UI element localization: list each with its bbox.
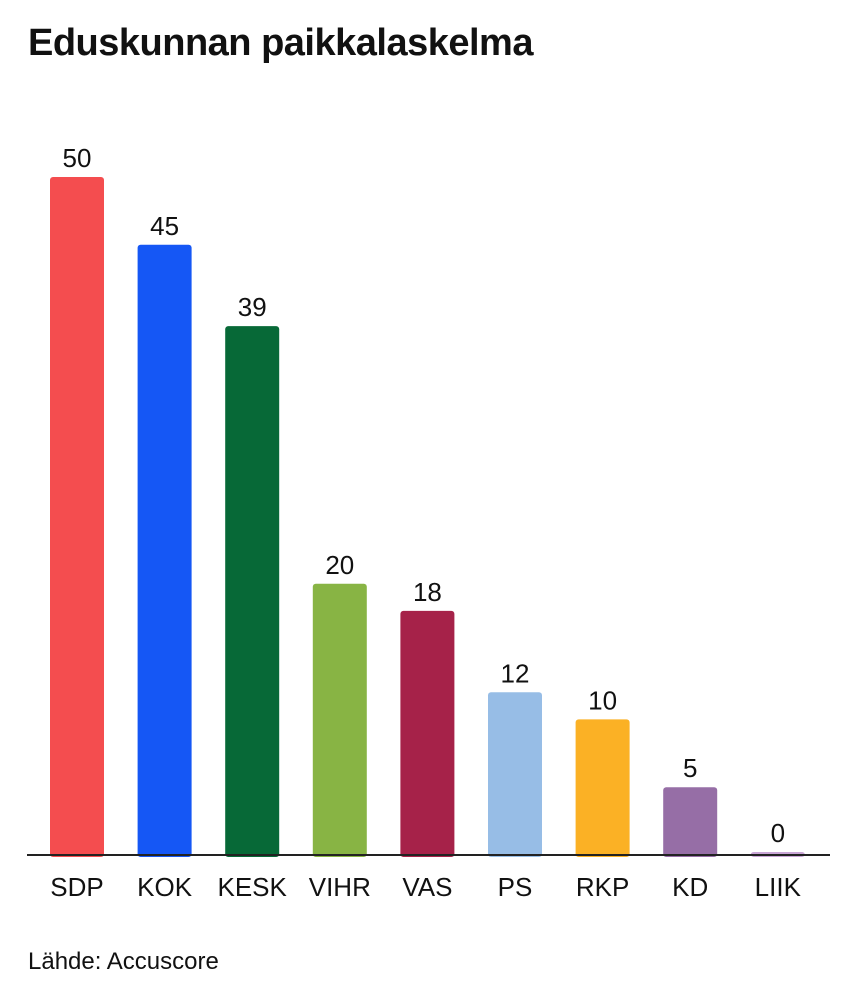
category-label-vihr: VIHR [309, 872, 371, 902]
category-label-liik: LIIK [755, 872, 802, 902]
category-label-kesk: KESK [218, 872, 288, 902]
value-label-rkp: 10 [588, 685, 617, 715]
value-label-kok: 45 [150, 211, 179, 241]
category-label-kok: KOK [137, 872, 193, 902]
bar-kok [137, 244, 192, 858]
category-label-vas: VAS [402, 872, 452, 902]
category-label-kd: KD [672, 872, 708, 902]
value-label-vas: 18 [413, 577, 442, 607]
bar-vas [400, 610, 455, 857]
category-label-ps: PS [498, 872, 533, 902]
bar-kesk [225, 326, 280, 857]
value-label-liik: 0 [771, 818, 785, 848]
bar-kd [663, 787, 718, 857]
category-label-sdp: SDP [50, 872, 103, 902]
bar-vihr [312, 583, 367, 857]
bars-group: 50 SDP 45 KOK 39 KESK 20 VIHR 18 VAS 12 PS 10 RKP 5 KD 0… [50, 143, 805, 902]
bar-ps [488, 692, 542, 857]
chart-title: Eduskunnan paikkalaskelma [28, 22, 533, 64]
value-label-kesk: 39 [238, 292, 267, 322]
value-label-vihr: 20 [325, 550, 354, 580]
value-label-sdp: 50 [63, 143, 92, 173]
source-note: Lähde: Accuscore [28, 948, 219, 975]
category-label-rkp: RKP [576, 872, 629, 902]
bar-sdp [50, 177, 104, 857]
bar-rkp [575, 719, 630, 857]
value-label-ps: 12 [501, 658, 530, 688]
value-label-kd: 5 [683, 753, 697, 783]
